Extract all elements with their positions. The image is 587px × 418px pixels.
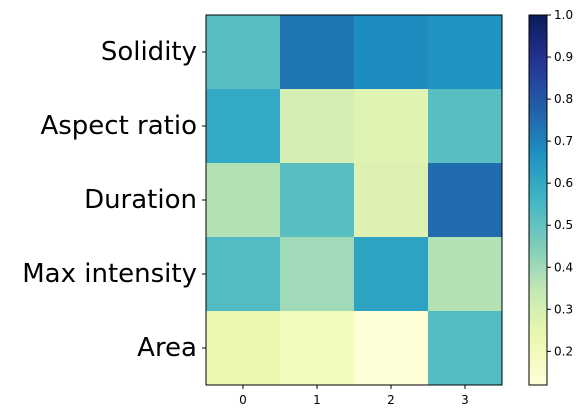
heatmap-cell-r2-c0 <box>206 163 281 238</box>
heatmap-cell-r1-c3 <box>428 89 503 164</box>
colorbar-tick-label: 1.0 <box>554 8 573 22</box>
heatmap-cell-r2-c3 <box>428 163 503 238</box>
heatmap-cells <box>205 14 503 386</box>
colorbar-tick-label: 0.2 <box>554 344 573 358</box>
heatmap-cell-r3-c3 <box>428 237 503 312</box>
colorbar-tick-label: 0.5 <box>554 218 573 232</box>
colorbar-gradient <box>528 14 548 386</box>
heatmap-cell-r0-c3 <box>428 15 503 90</box>
heatmap-cell-r0-c0 <box>206 15 281 90</box>
heatmap-cell-r1-c1 <box>280 89 355 164</box>
row-label: Aspect ratio <box>40 111 197 141</box>
heatmap-cell-r0-c1 <box>280 15 355 90</box>
column-tick-label: 2 <box>387 393 395 407</box>
heatmap-cell-r4-c1 <box>280 311 355 386</box>
row-label: Solidity <box>101 37 197 67</box>
column-tick-labels: 0 1 2 3 <box>239 385 469 407</box>
colorbar-tick-label: 0.6 <box>554 176 573 190</box>
heatmap-cell-r4-c2 <box>354 311 429 386</box>
heatmap-cell-r4-c0 <box>206 311 281 386</box>
colorbar-tick-label: 0.4 <box>554 260 573 274</box>
heatmap-cell-r3-c2 <box>354 237 429 312</box>
heatmap-cell-r4-c3 <box>428 311 503 386</box>
colorbar-tick-label: 0.9 <box>554 50 573 64</box>
heatmap-cell-r3-c0 <box>206 237 281 312</box>
heatmap-cell-r1-c0 <box>206 89 281 164</box>
colorbar-tick-label: 0.3 <box>554 302 573 316</box>
row-label: Max intensity <box>22 259 197 289</box>
column-tick-label: 3 <box>461 393 469 407</box>
row-labels: Solidity Aspect ratio Duration Max intensit… <box>22 37 206 363</box>
column-tick-label: 1 <box>313 393 321 407</box>
colorbar-tick-label: 0.7 <box>554 134 573 148</box>
heatmap-cell-r2-c1 <box>280 163 355 238</box>
heatmap-cell-r1-c2 <box>354 89 429 164</box>
colorbar-tick-label: 0.8 <box>554 92 573 106</box>
heatmap-cell-r0-c2 <box>354 15 429 90</box>
colorbar: 0.2 0.3 0.4 0.5 0.6 0.7 0.8 0.9 1.0 <box>528 8 573 386</box>
heatmap-cell-r2-c2 <box>354 163 429 238</box>
row-label: Area <box>137 333 197 363</box>
row-label: Duration <box>84 185 197 215</box>
column-tick-label: 0 <box>239 393 247 407</box>
heatmap-cell-r3-c1 <box>280 237 355 312</box>
